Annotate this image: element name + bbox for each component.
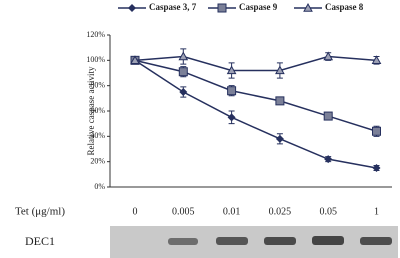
- x-tick-label: 0: [133, 206, 138, 217]
- band: [312, 236, 344, 245]
- marker: [179, 88, 187, 96]
- x-tick-label: 1: [374, 206, 379, 217]
- blot-label: DEC1: [25, 234, 55, 248]
- marker: [179, 68, 187, 76]
- marker: [373, 127, 381, 135]
- blot: [110, 226, 398, 258]
- band: [264, 237, 296, 245]
- marker: [228, 113, 236, 121]
- band: [168, 238, 198, 245]
- x-axis-label: Tet (μg/ml): [15, 206, 65, 218]
- chart: Relative caspase activity Tet (μg/ml) DE…: [0, 0, 400, 258]
- marker: [276, 97, 284, 105]
- band: [360, 237, 392, 245]
- legend-label: Caspase 3, 7: [149, 2, 197, 12]
- marker: [276, 135, 284, 143]
- legend-label: Caspase 8: [325, 2, 364, 12]
- y-tick-label: 120%: [86, 30, 105, 39]
- y-tick-label: 20%: [90, 156, 105, 165]
- series-line: [135, 60, 377, 168]
- marker: [218, 4, 226, 12]
- x-tick-label: 0.025: [269, 206, 292, 217]
- x-tick-label: 0.01: [223, 206, 241, 217]
- y-tick-label: 60%: [90, 106, 105, 115]
- x-tick-label: 0.005: [172, 206, 195, 217]
- marker: [228, 87, 236, 95]
- legend-label: Caspase 9: [239, 2, 278, 12]
- y-tick-label: 80%: [90, 80, 105, 89]
- blot-background: [110, 226, 398, 258]
- y-tick-label: 40%: [90, 131, 105, 140]
- band: [216, 237, 248, 245]
- page: {"chart_data": {"type": "line", "y_label…: [0, 0, 400, 258]
- x-tick-label: 0.05: [319, 206, 337, 217]
- marker: [324, 112, 332, 120]
- y-tick-label: 100%: [86, 55, 105, 64]
- y-tick-label: 0%: [94, 182, 105, 191]
- marker: [128, 4, 136, 12]
